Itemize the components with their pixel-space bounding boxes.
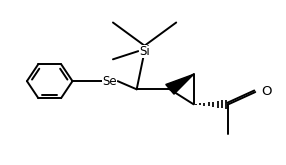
Polygon shape [166, 74, 194, 94]
Text: Si: Si [139, 45, 150, 58]
Text: Se: Se [102, 75, 117, 88]
Text: O: O [261, 85, 271, 98]
